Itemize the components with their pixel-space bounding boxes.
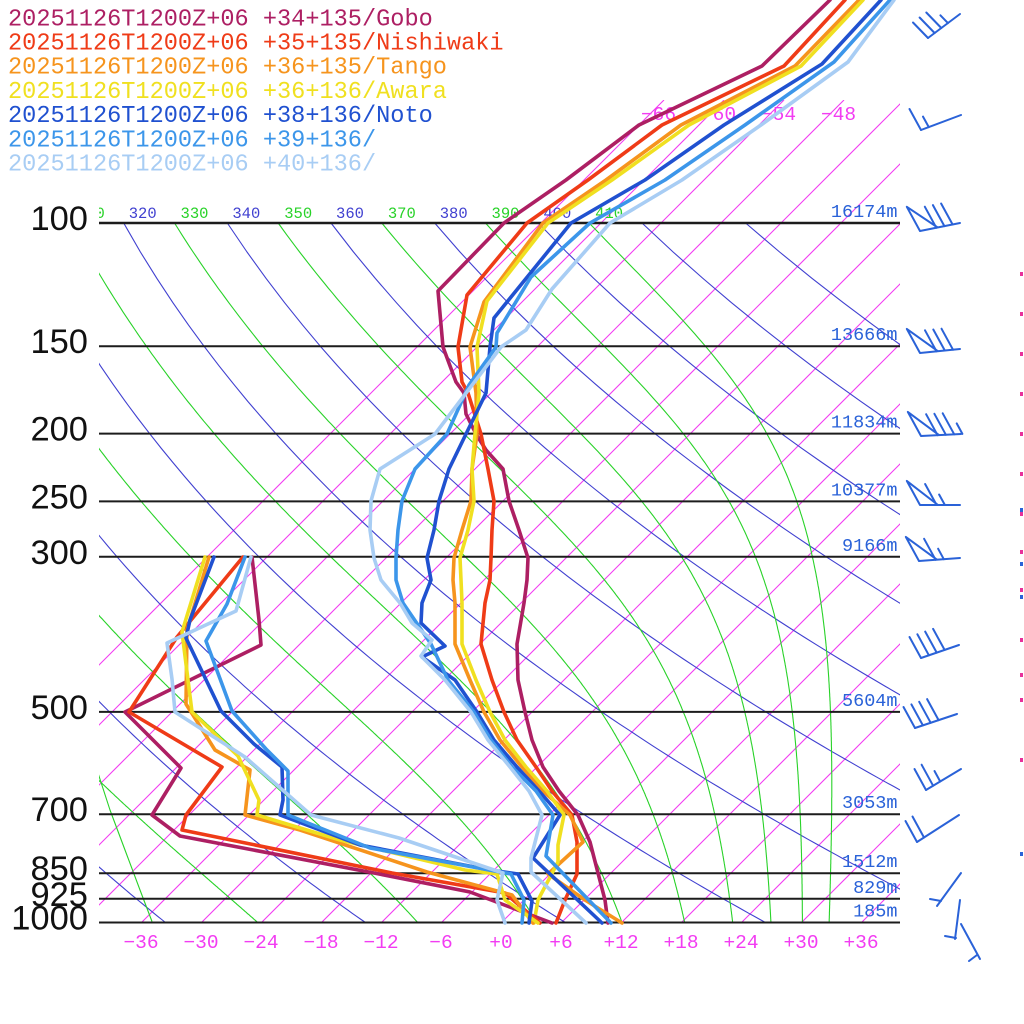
svg-text:829m: 829m [853,878,897,899]
svg-text:1512m: 1512m [842,852,898,873]
svg-text:13666m: 13666m [831,325,898,346]
svg-text:20251126T1200Z+06 +36+135/Tang: 20251126T1200Z+06 +36+135/Tango [8,55,447,82]
svg-text:310: 310 [77,205,105,223]
svg-text:20251126T1200Z+06 +36+136/Awar: 20251126T1200Z+06 +36+136/Awara [8,79,447,106]
svg-text:1000: 1000 [11,900,88,938]
svg-text:370: 370 [388,205,416,223]
svg-text:−48: −48 [821,104,856,126]
svg-text:−36: −36 [123,932,158,954]
svg-text:925: 925 [30,876,88,914]
svg-text:250: 250 [30,478,88,516]
svg-text:200: 200 [30,411,88,449]
svg-text:−6: −6 [429,932,452,954]
svg-text:300: 300 [30,534,88,572]
svg-text:11834m: 11834m [831,413,898,434]
svg-text:3053m: 3053m [842,793,898,814]
svg-text:9166m: 9166m [842,536,898,557]
svg-text:20251126T1200Z+06 +38+136/Noto: 20251126T1200Z+06 +38+136/Noto [8,103,433,130]
svg-text:−18: −18 [303,932,338,954]
svg-text:320: 320 [129,205,157,223]
svg-text:+24: +24 [723,932,758,954]
svg-text:+30: +30 [783,932,818,954]
svg-text:150: 150 [30,323,88,361]
svg-text:16174m: 16174m [831,202,898,223]
svg-text:340: 340 [232,205,260,223]
svg-text:−30: −30 [183,932,218,954]
svg-text:850: 850 [30,850,88,888]
svg-text:380: 380 [440,205,468,223]
svg-text:−12: −12 [363,932,398,954]
svg-text:330: 330 [181,205,209,223]
svg-text:+12: +12 [603,932,638,954]
svg-text:+6: +6 [549,932,572,954]
svg-text:185m: 185m [853,902,897,923]
svg-text:100: 100 [30,200,88,238]
svg-text:+36: +36 [843,932,878,954]
svg-text:500: 500 [30,689,88,727]
svg-text:700: 700 [30,791,88,829]
svg-text:20251126T1200Z+06 +35+135/Nish: 20251126T1200Z+06 +35+135/Nishiwaki [8,31,504,58]
svg-text:+18: +18 [663,932,698,954]
svg-text:20251126T1200Z+06 +34+135/Gobo: 20251126T1200Z+06 +34+135/Gobo [8,6,433,33]
svg-text:360: 360 [336,205,364,223]
svg-text:10377m: 10377m [831,480,898,501]
svg-text:−24: −24 [243,932,278,954]
svg-text:+0: +0 [489,932,512,954]
svg-text:5604m: 5604m [842,691,898,712]
svg-text:20251126T1200Z+06 +40+136/: 20251126T1200Z+06 +40+136/ [8,152,376,179]
svg-text:350: 350 [284,205,312,223]
svg-text:20251126T1200Z+06 +39+136/: 20251126T1200Z+06 +39+136/ [8,127,376,154]
